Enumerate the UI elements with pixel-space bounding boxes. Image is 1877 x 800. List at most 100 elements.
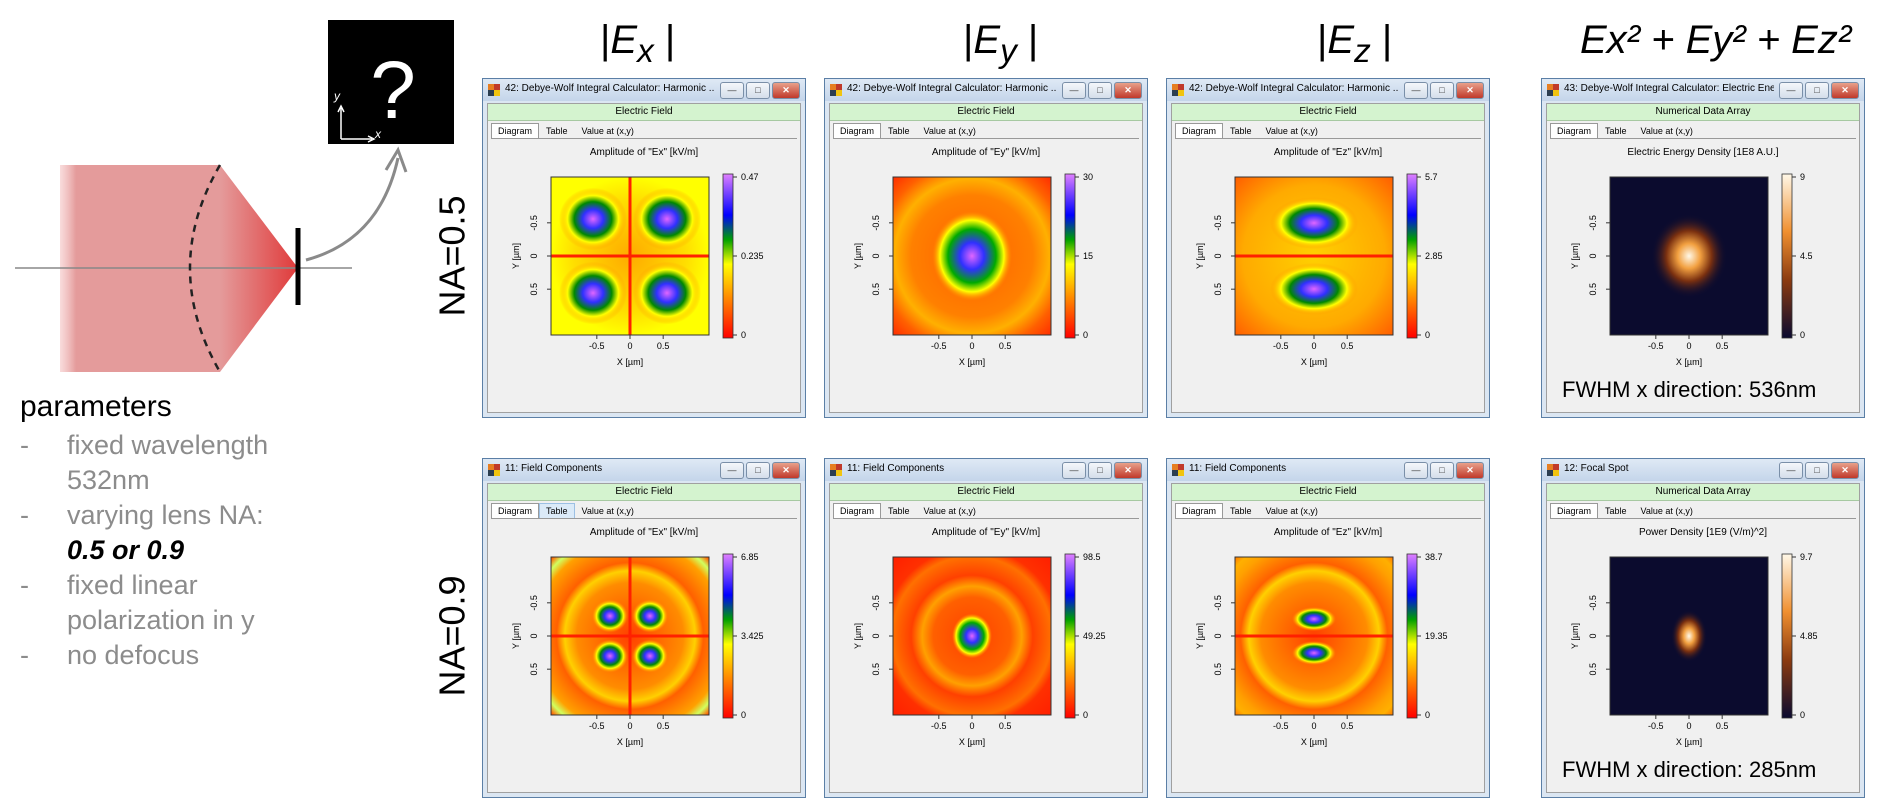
minimize-button[interactable]: — [720, 462, 744, 479]
colorbar-tick-label: 0 [741, 710, 746, 720]
section-header: Numerical Data Array [1547, 484, 1859, 501]
window-content: Electric Field Diagram Table Value at (x… [487, 103, 801, 413]
viewer-window[interactable]: 42: Debye-Wolf Integral Calculator: Harm… [824, 78, 1148, 418]
x-tick-label: 0 [1311, 341, 1316, 351]
y-tick-label: 0 [529, 253, 539, 258]
close-button[interactable]: ✕ [1456, 462, 1484, 479]
field-image [551, 557, 709, 715]
minimize-button[interactable]: — [1404, 462, 1428, 479]
window-titlebar[interactable]: 11: Field Components — □ ✕ [825, 459, 1147, 481]
minimize-button[interactable]: — [1779, 462, 1803, 479]
tab-table[interactable]: Table [1230, 126, 1252, 136]
window-titlebar[interactable]: 42: Debye-Wolf Integral Calculator: Harm… [825, 79, 1147, 101]
tab-value-at-xy[interactable]: Value at (x,y) [1640, 506, 1693, 516]
tab-value-at-xy[interactable]: Value at (x,y) [923, 506, 976, 516]
close-button[interactable]: ✕ [1456, 82, 1484, 99]
y-tick-label: -0.5 [1588, 215, 1598, 231]
viewer-window[interactable]: 12: Focal Spot — □ ✕ Numerical Data Arra… [1541, 458, 1865, 798]
colorbar-tick-label: 2.85 [1425, 251, 1443, 261]
tab-value-at-xy[interactable]: Value at (x,y) [581, 126, 634, 136]
viewer-window[interactable]: 11: Field Components — □ ✕ Electric Fiel… [482, 458, 806, 798]
diagram-panel: Power Density [1E9 (V/m)^2] -0.5 0.5 0 0 0.5… [1550, 518, 1856, 789]
x-tick-label: -0.5 [1273, 721, 1289, 731]
parameters-list: - fixed wavelength 532nm - varying lens … [20, 428, 320, 673]
viewer-window[interactable]: 42: Debye-Wolf Integral Calculator: Harm… [482, 78, 806, 418]
colorbar-tick-label: 15 [1083, 251, 1093, 261]
viewer-window[interactable]: 11: Field Components — □ ✕ Electric Fiel… [824, 458, 1148, 798]
maximize-button[interactable]: □ [746, 462, 770, 479]
tab-table[interactable]: Table [1605, 126, 1627, 136]
row-label-na09: NA=0.9 [431, 575, 473, 697]
maximize-button[interactable]: □ [1430, 462, 1454, 479]
close-button[interactable]: ✕ [1114, 82, 1142, 99]
x-axis-label: X [µm] [959, 737, 985, 747]
window-titlebar[interactable]: 12: Focal Spot — □ ✕ [1542, 459, 1864, 481]
tab-diagram[interactable]: Diagram [833, 123, 882, 139]
window-titlebar[interactable]: 11: Field Components — □ ✕ [483, 459, 805, 481]
tab-diagram[interactable]: Diagram [1175, 503, 1224, 519]
maximize-button[interactable]: □ [1805, 82, 1829, 99]
tab-diagram[interactable]: Diagram [491, 123, 540, 139]
x-tick-label: 0.5 [1341, 721, 1354, 731]
tab-table[interactable]: Table [888, 126, 910, 136]
window-content: Electric Field Diagram Table Value at (x… [1171, 103, 1485, 413]
close-button[interactable]: ✕ [772, 462, 800, 479]
tab-value-at-xy[interactable]: Value at (x,y) [923, 126, 976, 136]
y-tick-label: 0 [529, 633, 539, 638]
tab-diagram[interactable]: Diagram [1175, 123, 1224, 139]
app-icon [830, 84, 842, 96]
tab-diagram[interactable]: Diagram [491, 503, 540, 519]
close-button[interactable]: ✕ [1831, 82, 1859, 99]
tab-value-at-xy[interactable]: Value at (x,y) [581, 506, 634, 516]
zoom-arrow-head [384, 146, 408, 173]
viewer-window[interactable]: 43: Debye-Wolf Integral Calculator: Elec… [1541, 78, 1865, 418]
tab-diagram[interactable]: Diagram [833, 503, 882, 519]
window-titlebar[interactable]: 11: Field Components — □ ✕ [1167, 459, 1489, 481]
tab-table[interactable]: Table [1230, 506, 1252, 516]
colorbar-tick-label: 0 [1083, 710, 1088, 720]
colorbar-tick-label: 3.425 [741, 631, 764, 641]
window-titlebar[interactable]: 42: Debye-Wolf Integral Calculator: Harm… [483, 79, 805, 101]
window-titlebar[interactable]: 43: Debye-Wolf Integral Calculator: Elec… [1542, 79, 1864, 101]
plot-title: Amplitude of "Ey" [kV/m] [931, 527, 1041, 538]
tab-table[interactable]: Table [888, 506, 910, 516]
tab-value-at-xy[interactable]: Value at (x,y) [1265, 506, 1318, 516]
window-titlebar[interactable]: 42: Debye-Wolf Integral Calculator: Harm… [1167, 79, 1489, 101]
wavefront-arc [188, 164, 222, 373]
param-text: varying lens NA: [67, 500, 264, 530]
minimize-button[interactable]: — [1062, 462, 1086, 479]
close-button[interactable]: ✕ [772, 82, 800, 99]
tab-table[interactable]: Table [1605, 506, 1627, 516]
tab-table[interactable]: Table [539, 503, 575, 519]
maximize-button[interactable]: □ [746, 82, 770, 99]
maximize-button[interactable]: □ [1088, 82, 1112, 99]
minimize-button[interactable]: — [720, 82, 744, 99]
app-icon [488, 464, 500, 476]
colorbar-tick-label: 30 [1083, 172, 1093, 182]
minimize-button[interactable]: — [1779, 82, 1803, 99]
maximize-button[interactable]: □ [1088, 462, 1112, 479]
close-button[interactable]: ✕ [1114, 462, 1142, 479]
x-axis-label: X [µm] [1301, 357, 1327, 367]
colorbar-tick-label: 9 [1800, 172, 1805, 182]
param-lens-na: - varying lens NA: 0.5 or 0.9 [20, 498, 320, 568]
y-tick-label: 0.5 [1588, 283, 1598, 296]
tab-bar: Diagram Table Value at (x,y) [1550, 503, 1700, 519]
minimize-button[interactable]: — [1062, 82, 1086, 99]
tab-bar: Diagram Table Value at (x,y) [833, 123, 983, 139]
maximize-button[interactable]: □ [1805, 462, 1829, 479]
maximize-button[interactable]: □ [1430, 82, 1454, 99]
minimize-button[interactable]: — [1404, 82, 1428, 99]
field-plot: -0.5 0.5 0 0 0.5 -0.5 X [µm] Y [µm] 5.7 2.85 0 [1195, 172, 1443, 367]
plot-title: Amplitude of "Ez" [kV/m] [1273, 527, 1383, 538]
close-button[interactable]: ✕ [1831, 462, 1859, 479]
x-axis-label: X [µm] [617, 737, 643, 747]
tab-value-at-xy[interactable]: Value at (x,y) [1640, 126, 1693, 136]
tab-diagram[interactable]: Diagram [1550, 123, 1599, 139]
tab-diagram[interactable]: Diagram [1550, 503, 1599, 519]
viewer-window[interactable]: 11: Field Components — □ ✕ Electric Fiel… [1166, 458, 1490, 798]
tab-table[interactable]: Table [546, 126, 568, 136]
viewer-window[interactable]: 42: Debye-Wolf Integral Calculator: Harm… [1166, 78, 1490, 418]
bullet-dash: - [20, 430, 29, 460]
tab-value-at-xy[interactable]: Value at (x,y) [1265, 126, 1318, 136]
